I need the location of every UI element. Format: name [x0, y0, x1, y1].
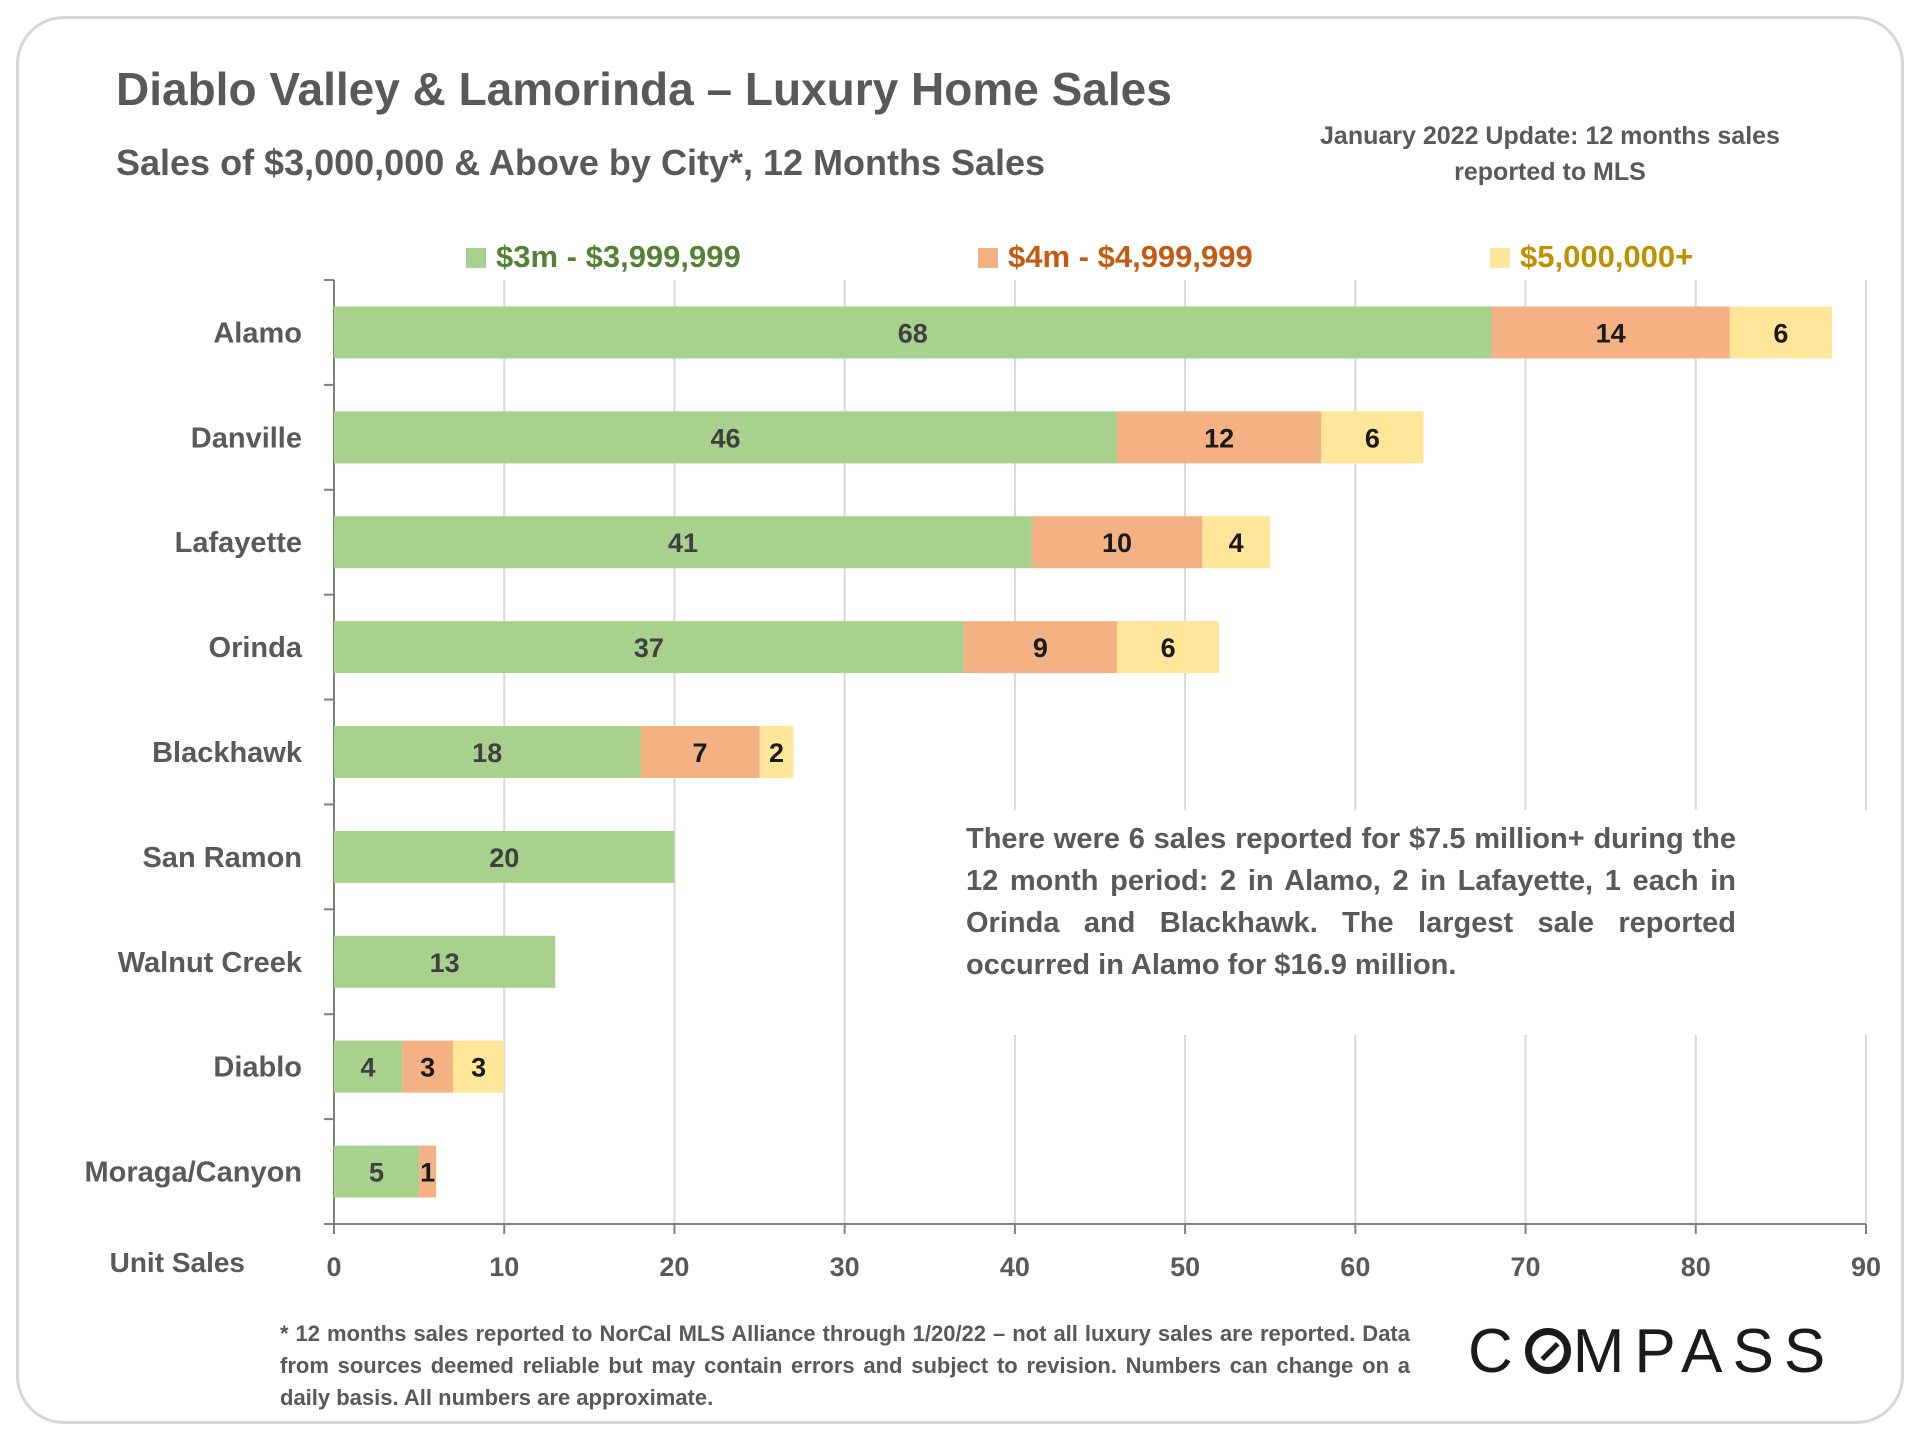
bar-value-label: 20: [489, 843, 519, 873]
legend-label: $3m - $3,999,999: [496, 239, 741, 274]
bar-value-label: 5: [369, 1158, 384, 1188]
bar-value-label: 4: [361, 1053, 376, 1083]
annotation-text: There were 6 sales reported for $7.5 mil…: [966, 823, 1736, 981]
chart-card: [16, 16, 1904, 1424]
category-label: Lafayette: [175, 527, 302, 559]
bar-value-label: 3: [420, 1053, 435, 1083]
bar-value-label: 12: [1204, 423, 1234, 453]
legend-label: $4m - $4,999,999: [1008, 239, 1253, 274]
bar-value-label: 4: [1229, 528, 1244, 558]
x-tick-label: 40: [1000, 1252, 1030, 1282]
bar-segment: [334, 1040, 403, 1093]
bar-segment: [334, 411, 1118, 464]
footnote: * 12 months sales reported to NorCal MLS…: [280, 1321, 1410, 1410]
x-tick-label: 90: [1851, 1252, 1881, 1282]
bar-segment: [334, 306, 1492, 359]
bar-segment: [334, 1145, 420, 1198]
bar-value-label: 6: [1773, 318, 1788, 348]
compass-logo: C MPASS: [1468, 1317, 1836, 1386]
category-label: Blackhawk: [152, 737, 303, 769]
bar-segment: [963, 621, 1118, 674]
bar-value-label: 18: [472, 738, 502, 768]
bar-value-label: 10: [1102, 528, 1132, 558]
legend-swatch: [1490, 248, 1510, 268]
compass-o-icon: [1524, 1328, 1571, 1374]
bar-segment: [759, 726, 794, 778]
bar-value-label: 6: [1365, 423, 1380, 453]
bar-value-label: 6: [1161, 633, 1176, 663]
category-label: Alamo: [213, 317, 302, 349]
x-tick-label: 80: [1681, 1252, 1711, 1282]
bar-segment: [419, 1145, 437, 1198]
category-label: Diablo: [213, 1052, 302, 1084]
bar-value-label: 46: [710, 423, 740, 453]
category-label: Moraga/Canyon: [84, 1157, 302, 1189]
x-tick-label: 30: [830, 1252, 860, 1282]
bar-segment: [1491, 306, 1730, 359]
x-tick-label: 50: [1170, 1252, 1200, 1282]
bar-segment: [402, 1040, 454, 1093]
bar-value-label: 13: [430, 948, 460, 978]
bar-segment: [334, 830, 675, 883]
bar-value-label: 7: [692, 738, 707, 768]
bar-segment: [334, 516, 1032, 569]
bar-segment: [1202, 516, 1271, 569]
legend-swatch: [466, 248, 486, 268]
x-axis-title: Unit Sales: [110, 1247, 245, 1278]
category-label: Orinda: [209, 632, 303, 664]
chart-subtitle: Sales of $3,000,000 & Above by City*, 12…: [116, 142, 1046, 183]
bar-segment: [1729, 306, 1832, 359]
legend-label: $5,000,000+: [1520, 239, 1693, 274]
bar-value-label: 14: [1596, 318, 1626, 348]
update-note: January 2022 Update: 12 months sales rep…: [1320, 122, 1780, 186]
bar-segment: [1031, 516, 1203, 569]
bar-value-label: 68: [898, 318, 928, 348]
bar-segment: [1117, 411, 1322, 464]
category-label: San Ramon: [142, 842, 302, 874]
bar-value-label: 9: [1033, 633, 1048, 663]
category-label: Walnut Creek: [118, 947, 303, 979]
bar-segment: [334, 621, 964, 674]
bar-segment: [1321, 411, 1424, 464]
x-tick-label: 70: [1511, 1252, 1541, 1282]
x-tick-label: 0: [326, 1252, 341, 1282]
bar-segment: [640, 726, 760, 778]
bar-value-label: 3: [471, 1053, 486, 1083]
bar-value-label: 37: [634, 633, 664, 663]
chart-title: Diablo Valley & Lamorinda – Luxury Home …: [116, 63, 1172, 115]
x-tick-label: 60: [1340, 1252, 1370, 1282]
legend-swatch: [978, 248, 998, 268]
bar-value-label: 1: [420, 1158, 435, 1188]
bar-segment: [453, 1040, 505, 1093]
category-label: Danville: [191, 422, 302, 454]
bar-value-label: 2: [769, 738, 784, 768]
bar-segment: [334, 726, 641, 778]
x-tick-label: 10: [489, 1252, 519, 1282]
x-tick-label: 20: [659, 1252, 689, 1282]
bar-segment: [334, 935, 556, 988]
bar-value-label: 41: [668, 528, 698, 558]
bar-segment: [1117, 621, 1220, 674]
